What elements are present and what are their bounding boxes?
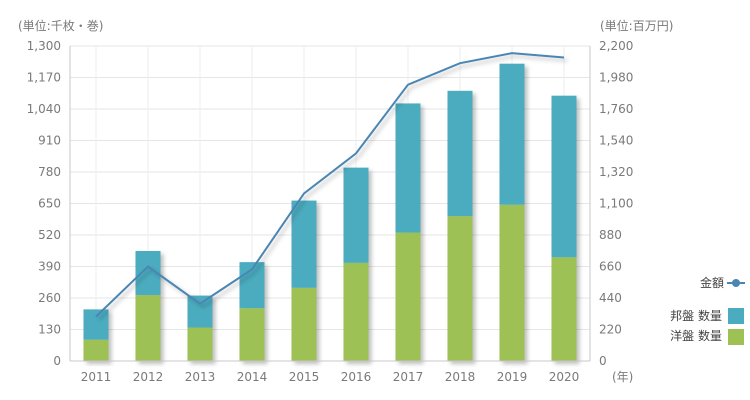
left-axis-tick-label: 520 (38, 228, 61, 242)
bars (83, 63, 577, 361)
x-axis-tick-label: 2013 (185, 370, 216, 384)
legend-swatch-domestic (728, 308, 744, 324)
legend-label-amount: 金額 (700, 275, 724, 290)
bar-domestic-quantity (83, 309, 109, 340)
left-axis-unit-label: (単位:千枚・巻) (18, 18, 103, 33)
amount-line (95, 52, 565, 318)
bar-stack (395, 103, 421, 361)
x-axis-tick-label: 2012 (133, 370, 164, 384)
left-axis-tick-label: 910 (38, 134, 61, 148)
bar-western-quantity (499, 204, 525, 361)
bar-western-quantity (447, 216, 473, 361)
right-axis-tick-label: 1,320 (599, 165, 633, 179)
axes: 0 130 260 390 520 650 780 910 1,040 1,170 1,300 0 22… (27, 39, 634, 384)
right-axis-tick-label: 660 (599, 260, 622, 274)
left-axis-tick-label: 650 (38, 197, 61, 211)
right-axis-tick-label: 440 (599, 291, 622, 305)
bar-western-quantity (187, 327, 213, 361)
left-axis-tick-label: 1,170 (27, 71, 61, 85)
bar-stack (291, 200, 317, 361)
bar-domestic-quantity (551, 95, 577, 258)
bar-domestic-quantity (499, 63, 525, 205)
left-axis-tick-label: 0 (53, 354, 61, 368)
legend-line-marker (732, 279, 740, 287)
bar-western-quantity (551, 257, 577, 361)
bar-domestic-quantity (291, 200, 317, 288)
bar-western-quantity (395, 232, 421, 361)
right-axis-tick-label: 2,200 (599, 39, 633, 53)
left-axis-tick-label: 1,300 (27, 39, 61, 53)
legend-swatch-western (728, 329, 744, 345)
bar-stack (447, 90, 473, 361)
x-axis-tick-label: 2019 (497, 370, 528, 384)
x-axis-tick-label: 2014 (237, 370, 268, 384)
right-axis-tick-label: 1,100 (599, 197, 633, 211)
amount-line-path (95, 52, 565, 318)
bar-domestic-quantity (343, 167, 369, 263)
bar-western-quantity (135, 295, 161, 361)
x-axis-tick-label: 2018 (445, 370, 476, 384)
right-axis-tick-label: 1,540 (599, 134, 633, 148)
x-axis-tick-label: 2015 (289, 370, 320, 384)
bar-western-quantity (83, 339, 109, 361)
right-axis-unit-label: (単位:百万円) (600, 18, 673, 33)
legend-label-western: 洋盤 数量 (670, 328, 722, 343)
right-axis-tick-label: 220 (599, 323, 622, 337)
bar-stack (343, 167, 369, 361)
left-axis-tick-label: 130 (38, 323, 61, 337)
bar-stack (239, 262, 265, 361)
bar-western-quantity (239, 308, 265, 361)
bar-stack (551, 95, 577, 361)
right-axis-tick-label: 1,980 (599, 71, 633, 85)
bar-stack (83, 309, 109, 361)
bar-stack (499, 63, 525, 361)
bar-domestic-quantity (187, 295, 213, 328)
legend-label-domestic: 邦盤 数量 (670, 308, 722, 323)
x-axis-unit-label: (年) (612, 370, 633, 384)
bar-stack (187, 295, 213, 361)
x-axis-tick-label: 2016 (341, 370, 372, 384)
x-axis-tick-label: 2011 (81, 370, 112, 384)
bar-domestic-quantity (395, 103, 421, 233)
bar-domestic-quantity (447, 90, 473, 217)
right-axis-tick-label: 1,760 (599, 102, 633, 116)
x-axis-tick-label: 2020 (549, 370, 580, 384)
right-axis-tick-label: 0 (599, 354, 607, 368)
bar-western-quantity (291, 287, 317, 361)
left-axis-tick-label: 1,040 (27, 102, 61, 116)
x-axis-tick-label: 2017 (393, 370, 424, 384)
left-axis-tick-label: 780 (38, 165, 61, 179)
left-axis-tick-label: 390 (38, 260, 61, 274)
left-axis-tick-label: 260 (38, 291, 61, 305)
bar-western-quantity (343, 262, 369, 361)
right-axis-tick-label: 880 (599, 228, 622, 242)
